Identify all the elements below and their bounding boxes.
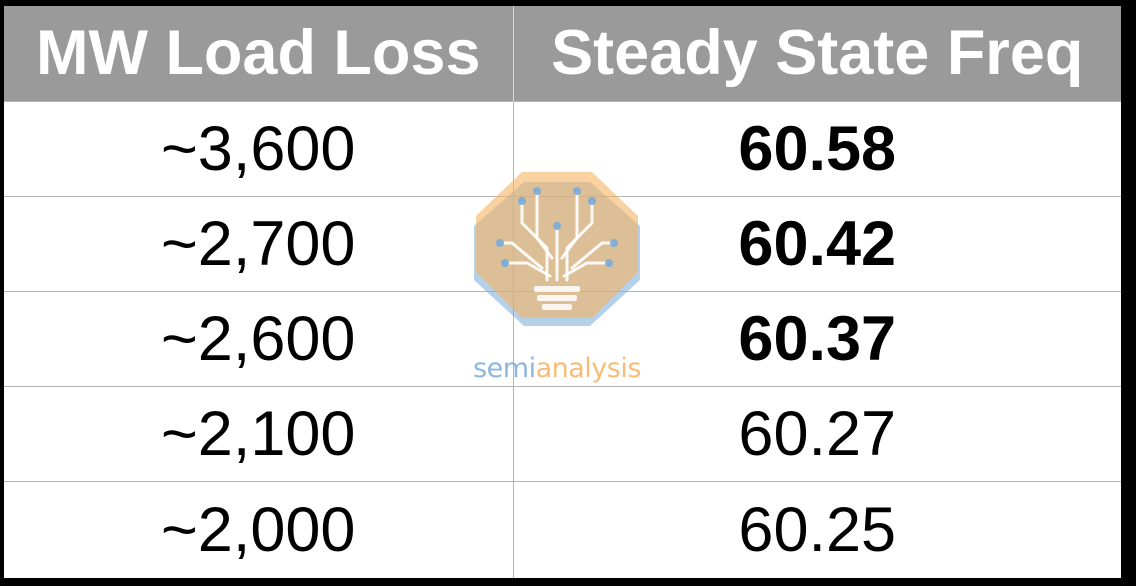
data-table: MW Load Loss Steady State Freq ~3,600 60… (4, 6, 1121, 578)
freq-cell: 60.27 (513, 385, 1121, 481)
table-row: ~3,600 60.58 (4, 100, 1121, 196)
freq-cell: 60.42 (513, 195, 1121, 291)
table-row: ~2,700 60.42 (4, 195, 1121, 291)
load-loss-cell: ~3,600 (4, 100, 514, 196)
load-loss-cell: ~2,600 (4, 290, 514, 386)
table-row: ~2,000 60.25 (4, 480, 1121, 578)
data-table-frame: MW Load Loss Steady State Freq ~3,600 60… (4, 6, 1121, 578)
load-loss-cell: ~2,700 (4, 195, 514, 291)
load-loss-cell: ~2,000 (4, 480, 514, 578)
column-header-mw-load-loss: MW Load Loss (4, 6, 514, 101)
table-row: ~2,100 60.27 (4, 385, 1121, 481)
freq-cell: 60.58 (513, 100, 1121, 196)
table-body: ~3,600 60.58 ~2,700 60.42 ~2,600 60.37 ~… (4, 100, 1121, 578)
table-row: ~2,600 60.37 (4, 290, 1121, 386)
freq-cell: 60.37 (513, 290, 1121, 386)
load-loss-cell: ~2,100 (4, 385, 514, 481)
table-header-row: MW Load Loss Steady State Freq (4, 6, 1121, 101)
freq-cell: 60.25 (513, 480, 1121, 578)
column-header-steady-state-freq: Steady State Freq (513, 6, 1121, 101)
